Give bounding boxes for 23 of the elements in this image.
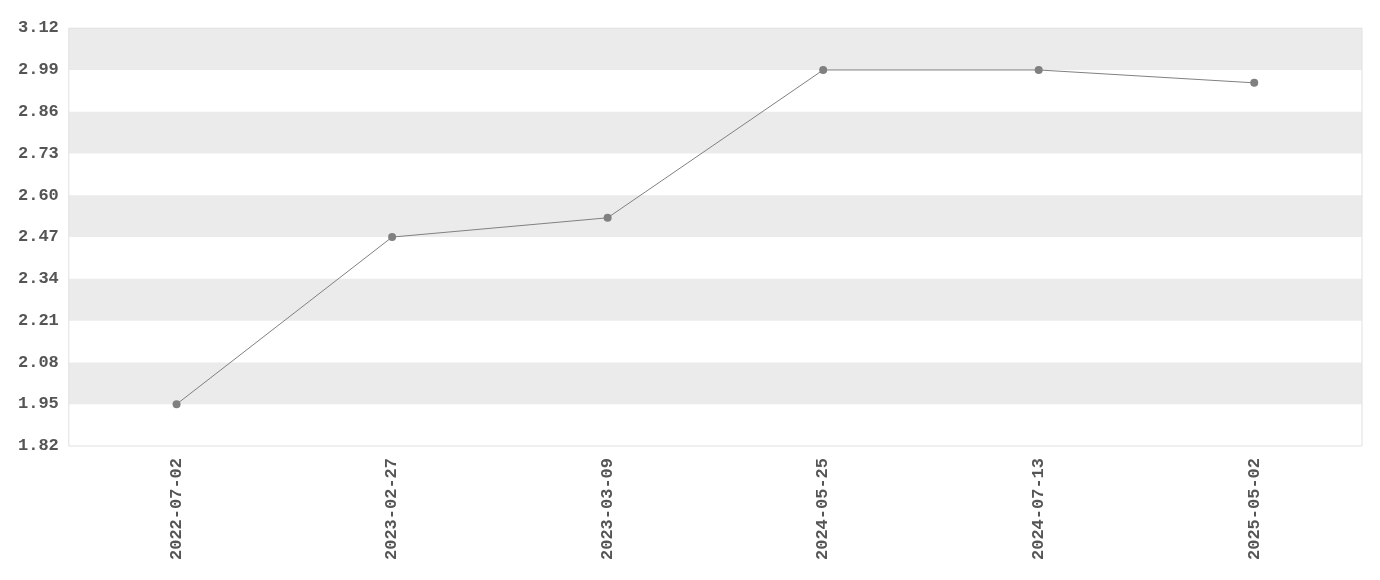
y-tick-label: 1.82: [17, 436, 59, 456]
point: [172, 400, 181, 409]
y-tick-label: 2.21: [17, 310, 59, 330]
x-tick-label: 2023-02-27: [382, 457, 402, 561]
point: [388, 233, 397, 242]
point: [819, 65, 828, 74]
y-tick-label: 2.73: [17, 143, 59, 163]
y-tick-label: 2.86: [17, 102, 59, 122]
point: [1250, 78, 1259, 87]
x-tick-label: 2025-05-02: [1244, 457, 1264, 561]
y-tick-label: 2.47: [17, 227, 59, 247]
y-tick-label: 2.60: [17, 185, 59, 205]
point: [1034, 65, 1043, 74]
y-tick-label: 2.08: [17, 352, 59, 372]
x-tick-label: 2024-07-13: [1028, 457, 1048, 561]
x-tick-label: 2023-03-09: [597, 457, 617, 561]
y-tick-label: 3.12: [17, 18, 59, 38]
x-tick-label: 2024-05-25: [813, 457, 833, 561]
y-tick-label: 2.99: [17, 60, 59, 80]
point: [603, 213, 612, 222]
y-tick-label: 2.34: [17, 269, 59, 289]
x-tick-label: 2022-07-02: [166, 457, 186, 561]
y-tick-label: 1.95: [17, 394, 59, 414]
